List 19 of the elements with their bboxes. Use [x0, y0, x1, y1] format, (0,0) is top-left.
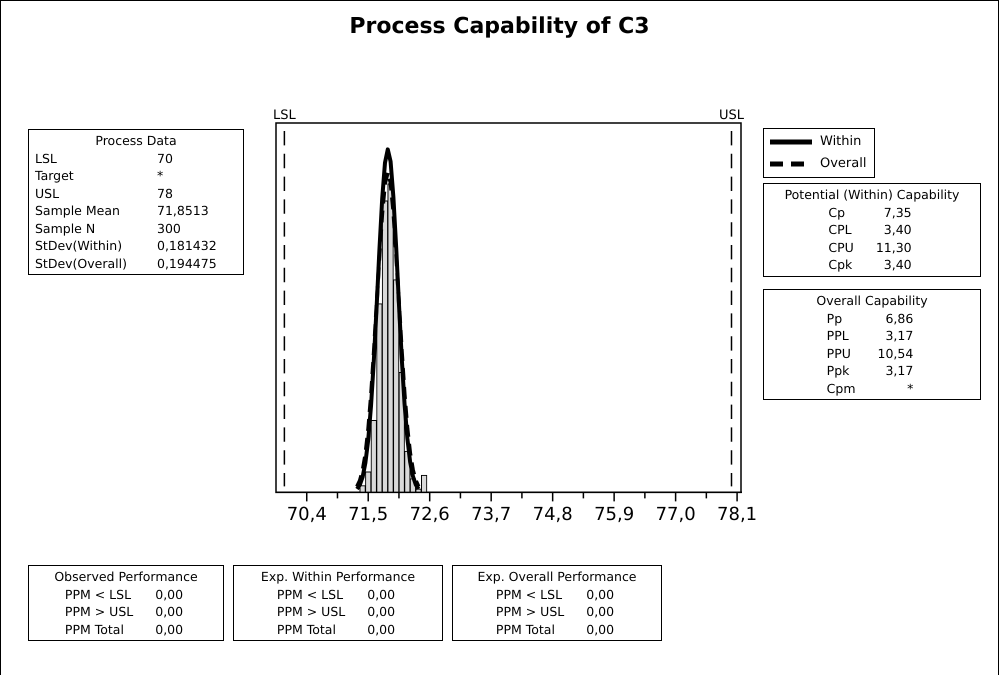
ref-line-label: LSL [273, 108, 297, 123]
text: Overall Capability Pp 6,86 PPL 3,17 PPU 10,54 Ppk 3,17 Cpm * [816, 293, 928, 396]
x-tick-label: 77,0 [656, 504, 696, 525]
x-tick-label: 78,1 [717, 504, 758, 525]
x-tick-label: 72,6 [410, 504, 450, 525]
text: Process Data LSL 70 Target * USL 78 Sample Mean 71,8513 Sample N 300 StDev(Within) 0,181432 StDev(Overall) 0,194475 [35, 133, 217, 270]
ref-line-label: USL [718, 108, 745, 123]
x-tick-label: 73,7 [471, 504, 512, 525]
legend-label: Overall [820, 155, 866, 173]
text: Potential (Within) Capability Cp 7,35 CPL 3,40 CPU 11,30 Cpk 3,40 [784, 187, 960, 272]
legend-label: Within [820, 133, 862, 151]
text: Observed Performance PPM < LSL 0,00 PPM > USL 0,00 PPM Total 0,00 [54, 569, 198, 636]
x-tick-label: 75,9 [594, 504, 634, 525]
text: Exp. Overall Performance PPM < LSL 0,00 PPM > USL 0,00 PPM Total 0,00 [477, 569, 637, 636]
text: Exp. Within Performance PPM < LSL 0,00 PPM > USL 0,00 PPM Total 0,00 [260, 569, 416, 636]
x-tick-label: 71,5 [348, 504, 388, 525]
x-tick-label: 74,8 [532, 504, 573, 525]
x-tick-label: 70,4 [286, 504, 327, 525]
chart-title: Process Capability of C3 [348, 14, 651, 39]
